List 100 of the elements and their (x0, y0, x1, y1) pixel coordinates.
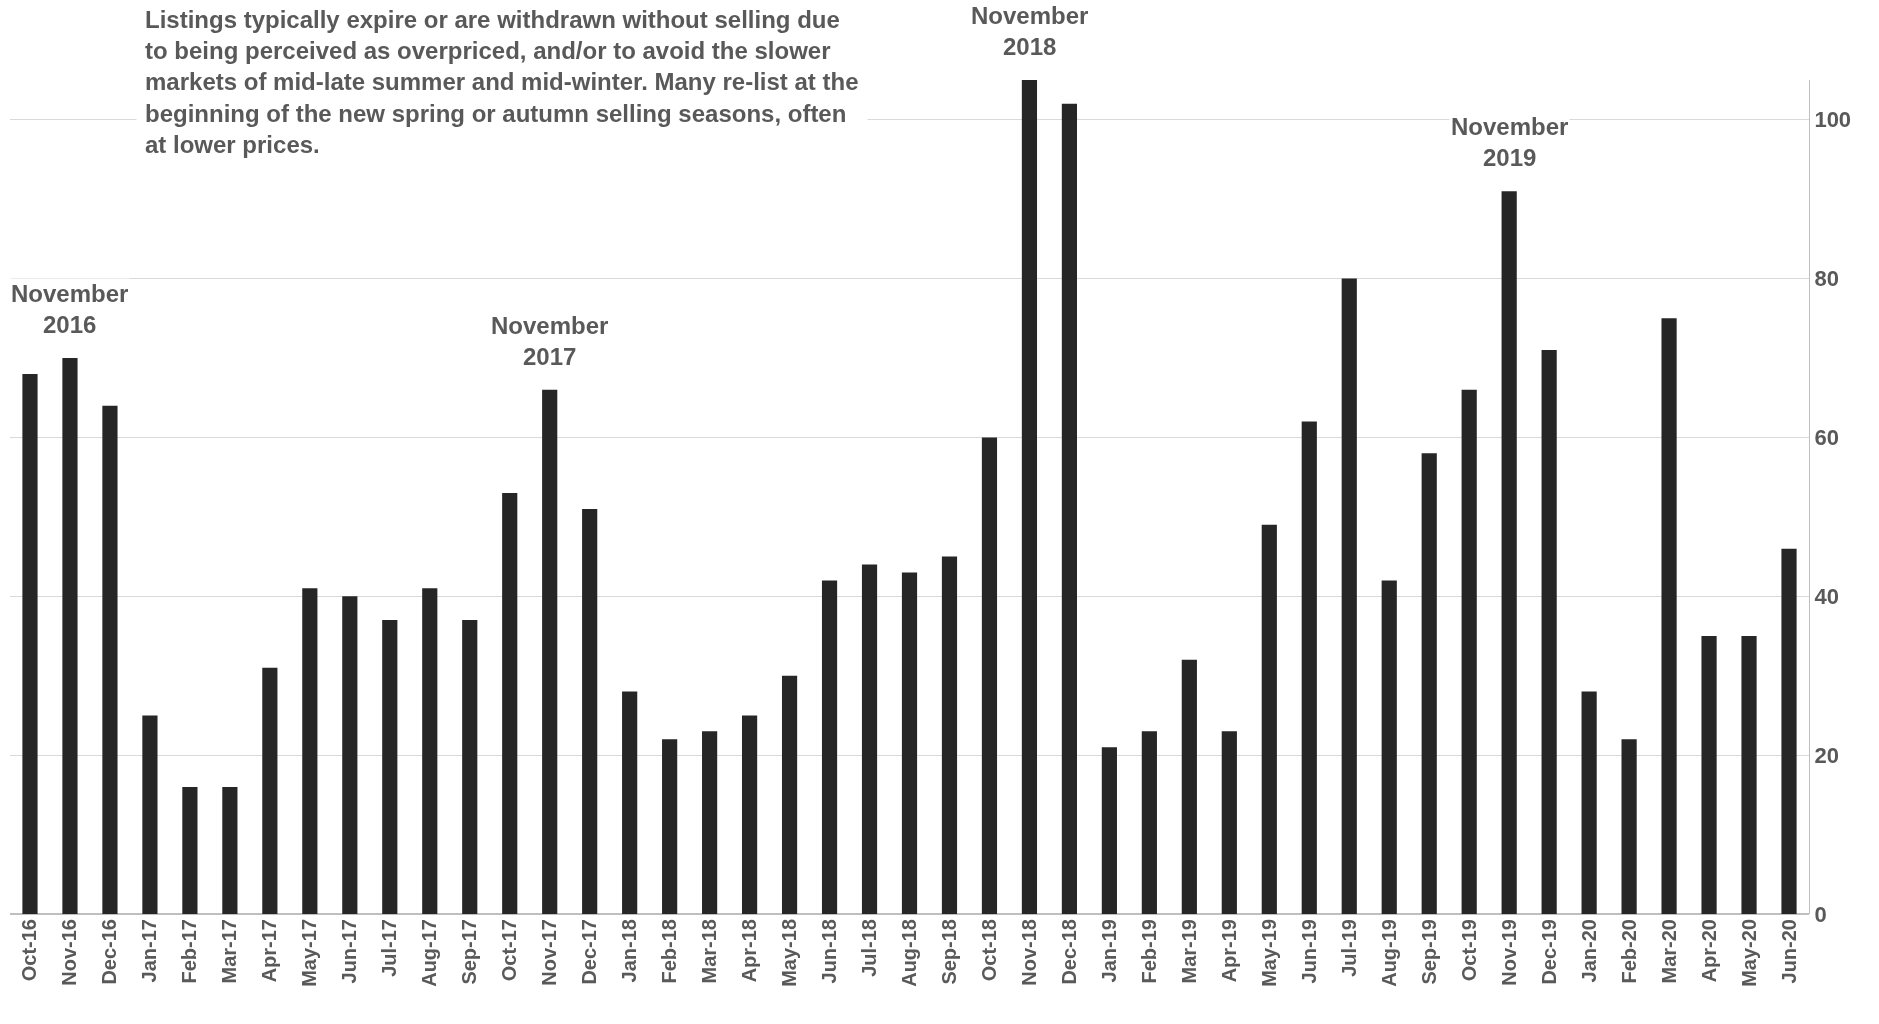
bar (1621, 739, 1637, 914)
x-tick-label: Jan-19 (1097, 919, 1120, 983)
x-tick-label: Dec-16 (98, 919, 121, 985)
x-tick-label: May-18 (778, 919, 801, 987)
bar (1541, 350, 1557, 914)
x-tick-label: Feb-20 (1617, 919, 1640, 984)
bar (941, 556, 958, 914)
bar (981, 437, 998, 914)
x-tick-label: Oct-16 (18, 919, 41, 982)
bar (222, 786, 238, 914)
bar (342, 596, 358, 914)
bar (1661, 318, 1677, 914)
bar (582, 508, 598, 914)
x-tick-label: Mar-18 (698, 919, 721, 984)
x-tick-label: Dec-18 (1057, 919, 1080, 985)
x-tick-label: May-17 (298, 919, 321, 987)
annotation: Listings typically expire or are withdrawn without selling due to being perceived as overpriced, and/or to avoid the slower markets of mid-late summer and mid-winter. Many re-list at the beginning of the new spring or autumn selling seasons, often at lower prices. (145, 6, 859, 158)
x-tick-label: Apr-17 (258, 919, 281, 983)
bar (142, 715, 158, 914)
x-tick-label: Feb-17 (178, 919, 201, 984)
x-tick-label: Jul-18 (858, 919, 881, 977)
bar (901, 572, 918, 914)
y-tick-label: 20 (1814, 742, 1839, 768)
annotation: November 2017 (491, 312, 609, 371)
bar (62, 358, 78, 914)
bar (422, 588, 438, 914)
annotation: November 2019 (1451, 113, 1569, 172)
bar (502, 493, 518, 914)
bar (1101, 747, 1117, 914)
x-tick-label: Sep-18 (937, 919, 960, 985)
bar (1141, 731, 1157, 914)
bar (1061, 103, 1078, 914)
x-tick-label: Oct-17 (498, 919, 521, 982)
y-tick-label: 100 (1814, 107, 1852, 133)
x-tick-label: Aug-19 (1377, 919, 1400, 987)
x-tick-label: Mar-20 (1657, 919, 1680, 984)
x-tick-label: Jul-17 (378, 919, 401, 977)
x-tick-label: Aug-17 (418, 919, 441, 987)
x-tick-label: Jun-18 (818, 919, 841, 984)
x-tick-label: Nov-17 (538, 919, 561, 986)
y-tick-label: 80 (1814, 266, 1839, 292)
x-tick-label: Oct-18 (977, 919, 1000, 982)
bar (1501, 191, 1517, 914)
x-tick-label: Jun-20 (1777, 919, 1800, 984)
x-tick-label: Apr-20 (1697, 919, 1720, 983)
x-tick-label: Mar-17 (218, 919, 241, 984)
bar (622, 691, 638, 914)
bar (821, 580, 838, 914)
x-tick-label: Jan-20 (1577, 919, 1600, 983)
bar (462, 620, 478, 914)
x-tick-label: May-19 (1257, 919, 1280, 987)
bar (102, 405, 118, 914)
bar (741, 715, 758, 914)
x-tick-label: Feb-18 (658, 919, 681, 984)
bar (542, 389, 558, 914)
x-tick-label: May-20 (1737, 919, 1760, 987)
bar (1581, 691, 1597, 914)
bar (702, 731, 718, 914)
x-tick-label: Jun-19 (1297, 919, 1320, 984)
x-tick-label: Oct-19 (1457, 919, 1480, 982)
y-tick-label: 40 (1814, 583, 1839, 609)
bar (1301, 421, 1317, 914)
bar (1261, 524, 1277, 914)
x-tick-label: Nov-16 (58, 919, 81, 986)
bar (1461, 389, 1477, 914)
annotation: November 2016 (11, 280, 129, 339)
bar (1421, 453, 1437, 914)
y-tick-label: 60 (1814, 425, 1839, 451)
x-tick-label: Mar-19 (1177, 919, 1200, 984)
bar (1701, 636, 1717, 914)
x-tick-label: Sep-17 (458, 919, 481, 985)
bar (22, 373, 38, 914)
x-tick-label: Apr-19 (1217, 919, 1240, 983)
bar (1741, 636, 1757, 914)
x-tick-label: Apr-18 (738, 919, 761, 983)
x-tick-label: Sep-19 (1417, 919, 1440, 985)
x-tick-label: Dec-17 (578, 919, 601, 985)
x-tick-label: Jan-18 (618, 919, 641, 983)
bar (382, 620, 398, 914)
bar (262, 667, 278, 914)
bar (1221, 731, 1237, 914)
x-tick-label: Nov-18 (1017, 919, 1040, 986)
bar (1021, 80, 1038, 914)
x-tick-label: Jun-17 (338, 919, 361, 984)
annotation: November 2018 (971, 2, 1089, 61)
x-tick-label: Feb-19 (1137, 919, 1160, 984)
bar (861, 564, 878, 914)
bar (781, 675, 798, 914)
bar (662, 739, 678, 914)
x-tick-label: Jul-19 (1337, 919, 1360, 977)
bar (182, 786, 198, 914)
x-tick-label: Aug-18 (898, 919, 920, 987)
y-tick-label: 0 (1814, 901, 1827, 927)
x-tick-label: Dec-19 (1537, 919, 1560, 985)
bar (1181, 659, 1197, 914)
bar (302, 588, 318, 914)
x-tick-label: Nov-19 (1497, 919, 1520, 986)
bar (1381, 580, 1397, 914)
x-tick-label: Jan-17 (138, 919, 161, 983)
bar (1781, 548, 1797, 914)
